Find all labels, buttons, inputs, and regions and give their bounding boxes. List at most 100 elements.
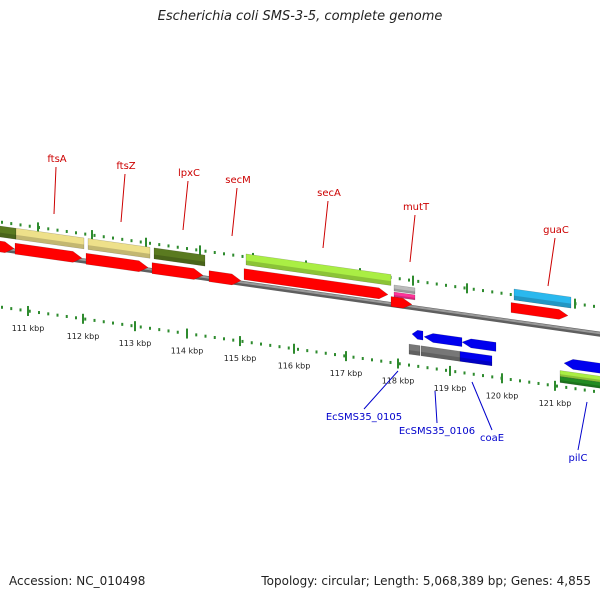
upper-tick-dot [19, 223, 22, 227]
upper-tick-dot [491, 290, 494, 294]
lower-tick-dot [241, 339, 244, 343]
lower-tick-dot [149, 326, 151, 330]
cds-arrow-blue [423, 333, 463, 347]
gene-block-green [559, 376, 600, 389]
gene-label-guaC: guaC [543, 225, 569, 236]
lower-tick-dot [509, 378, 512, 382]
label-leader [322, 200, 329, 249]
upper-tick-dot [121, 237, 124, 241]
upper-tick-dot [241, 254, 244, 258]
lower-tick-dot [389, 360, 392, 364]
lower-tick-dot [565, 385, 568, 389]
gene-block-guaC-shade [514, 295, 571, 309]
upper-tick-dot [213, 250, 216, 254]
lower-tick-dot [65, 314, 68, 318]
upper-tick-dot [149, 241, 151, 245]
lower-tick-dot [352, 355, 355, 359]
lower-tick-dot [223, 337, 225, 341]
cds-arrow-red-ftsZ [85, 252, 149, 272]
scale-label: 119 kbp [434, 384, 467, 393]
cds-arrow-red [0, 240, 15, 253]
lower-tick-dot [84, 317, 87, 321]
features-layer [0, 225, 600, 389]
upper-tick-dot [65, 229, 68, 233]
lower-tick-dot [408, 363, 410, 367]
gene-label-mutT: mutT [403, 202, 430, 213]
scale-label: 120 kbp [486, 391, 519, 400]
lower-tick-dot [93, 318, 96, 322]
gene-label-pilC: pilC [569, 453, 588, 464]
upper-tick-dot [158, 243, 161, 247]
lower-tick-dot [28, 309, 31, 313]
lower-tick-dot [195, 333, 198, 337]
gene-block-secA [245, 253, 392, 286]
lower-tick-dot [482, 374, 484, 378]
upper-tick-dot [112, 236, 114, 240]
gene-block-coaE [459, 351, 493, 367]
gene-label-ftsZ: ftsZ [116, 161, 135, 172]
gene-block-mutT-shade [394, 294, 415, 300]
lower-tick-dot [130, 324, 133, 328]
gene-block-EcSMS35-0106-shade [421, 351, 460, 362]
upper-tick-dot [75, 231, 77, 235]
lower-tick-dot [19, 308, 22, 312]
labels-layer: 111 kbp 112 kbp 113 kbp 114 kbp 115 kbp 116 k… [12, 154, 588, 464]
cds-arrow-red-ftsA [14, 242, 83, 263]
gene-block-mutT-top-shade [394, 288, 415, 294]
topology-summary: Topology: circular; Length: 5,068,389 bp… [261, 574, 591, 588]
lower-tick-dot [204, 334, 207, 338]
lower-tick-dot [315, 350, 318, 354]
lower-tick-dot [297, 347, 299, 351]
lower-tick-dot [371, 358, 373, 362]
lower-tick-dot [528, 380, 531, 384]
label-leader [577, 401, 588, 451]
lower-tick-dot [287, 346, 290, 350]
lower-tick-dot [537, 381, 540, 385]
gene-block-lime-shade [560, 374, 600, 383]
lower-tick-dot [417, 364, 420, 368]
scale-label: 118 kbp [382, 377, 415, 386]
cds-arrow-red-mutT [390, 296, 413, 309]
lower-tick-dot [158, 328, 161, 332]
label-leader [547, 237, 556, 287]
upper-tick-dot [445, 283, 447, 287]
lower-tick-dot [250, 341, 253, 345]
upper-tick-dot [463, 286, 466, 290]
upper-tick-dot [10, 222, 13, 226]
gene-label-secM: secM [225, 175, 251, 186]
lower-tick-dot [361, 357, 364, 361]
scale-label: 113 kbp [119, 339, 152, 348]
upper-tick-dot [139, 240, 142, 244]
gene-label-EcSMS35_0105: EcSMS35_0105 [326, 412, 402, 423]
lower-tick-dot [583, 388, 586, 392]
gene-block-secA-shade [246, 260, 391, 286]
lower-tick-dot [435, 367, 438, 371]
lower-tick-dot [380, 359, 383, 363]
lower-tick-dot [445, 368, 447, 372]
lower-tick-dot [426, 366, 429, 370]
scale-label: 121 kbp [539, 399, 572, 408]
upper-tick-dot [398, 277, 401, 281]
upper-tick-dot [509, 293, 512, 297]
lower-tick-dot [232, 338, 235, 342]
upper-tick-dot [223, 252, 225, 256]
lower-tick-dot [324, 351, 327, 355]
lower-tick-dot [278, 345, 281, 349]
label-leader [231, 187, 238, 237]
lower-tick-dot [102, 320, 105, 324]
upper-tick-dot [84, 232, 87, 236]
lower-tick-dot [343, 354, 346, 358]
gene-block-guaC [513, 288, 572, 309]
label-leader [120, 173, 126, 223]
upper-tick-dot [500, 291, 503, 295]
gene-block-lpxC [153, 247, 206, 267]
lower-tick-dot [75, 316, 77, 320]
cds-arrow-red-guaC [510, 302, 569, 320]
lower-tick-dot [213, 335, 216, 339]
label-leader [182, 180, 189, 231]
gene-block-ftsA-shade [16, 234, 84, 249]
upper-tick-dot [186, 247, 188, 251]
gene-block-ftsA [15, 227, 85, 250]
scale-label: 111 kbp [12, 324, 45, 333]
upper-tick-dot [583, 303, 586, 307]
